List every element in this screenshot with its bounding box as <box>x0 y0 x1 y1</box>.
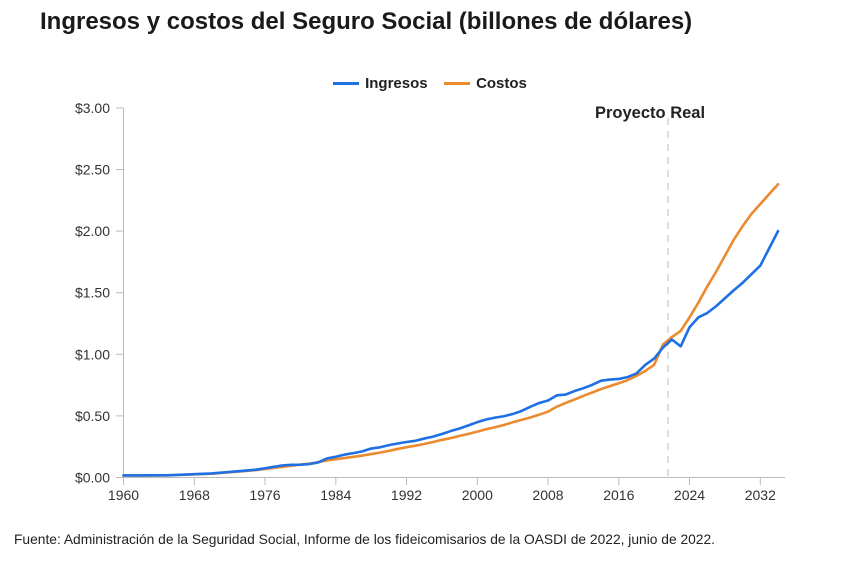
svg-text:1992: 1992 <box>391 487 422 503</box>
svg-text:2016: 2016 <box>603 487 634 503</box>
svg-text:1984: 1984 <box>320 487 351 503</box>
svg-text:$0.50: $0.50 <box>75 408 110 424</box>
svg-text:$1.00: $1.00 <box>75 346 110 362</box>
svg-text:2008: 2008 <box>532 487 563 503</box>
svg-text:2032: 2032 <box>745 487 776 503</box>
svg-text:$3.00: $3.00 <box>75 100 110 116</box>
svg-text:1968: 1968 <box>179 487 210 503</box>
svg-text:1960: 1960 <box>108 487 139 503</box>
svg-text:1976: 1976 <box>249 487 280 503</box>
svg-text:$2.50: $2.50 <box>75 162 110 178</box>
svg-text:$0.00: $0.00 <box>75 470 110 486</box>
svg-text:2024: 2024 <box>674 487 705 503</box>
svg-text:$2.00: $2.00 <box>75 223 110 239</box>
svg-text:$1.50: $1.50 <box>75 285 110 301</box>
svg-text:2000: 2000 <box>462 487 493 503</box>
